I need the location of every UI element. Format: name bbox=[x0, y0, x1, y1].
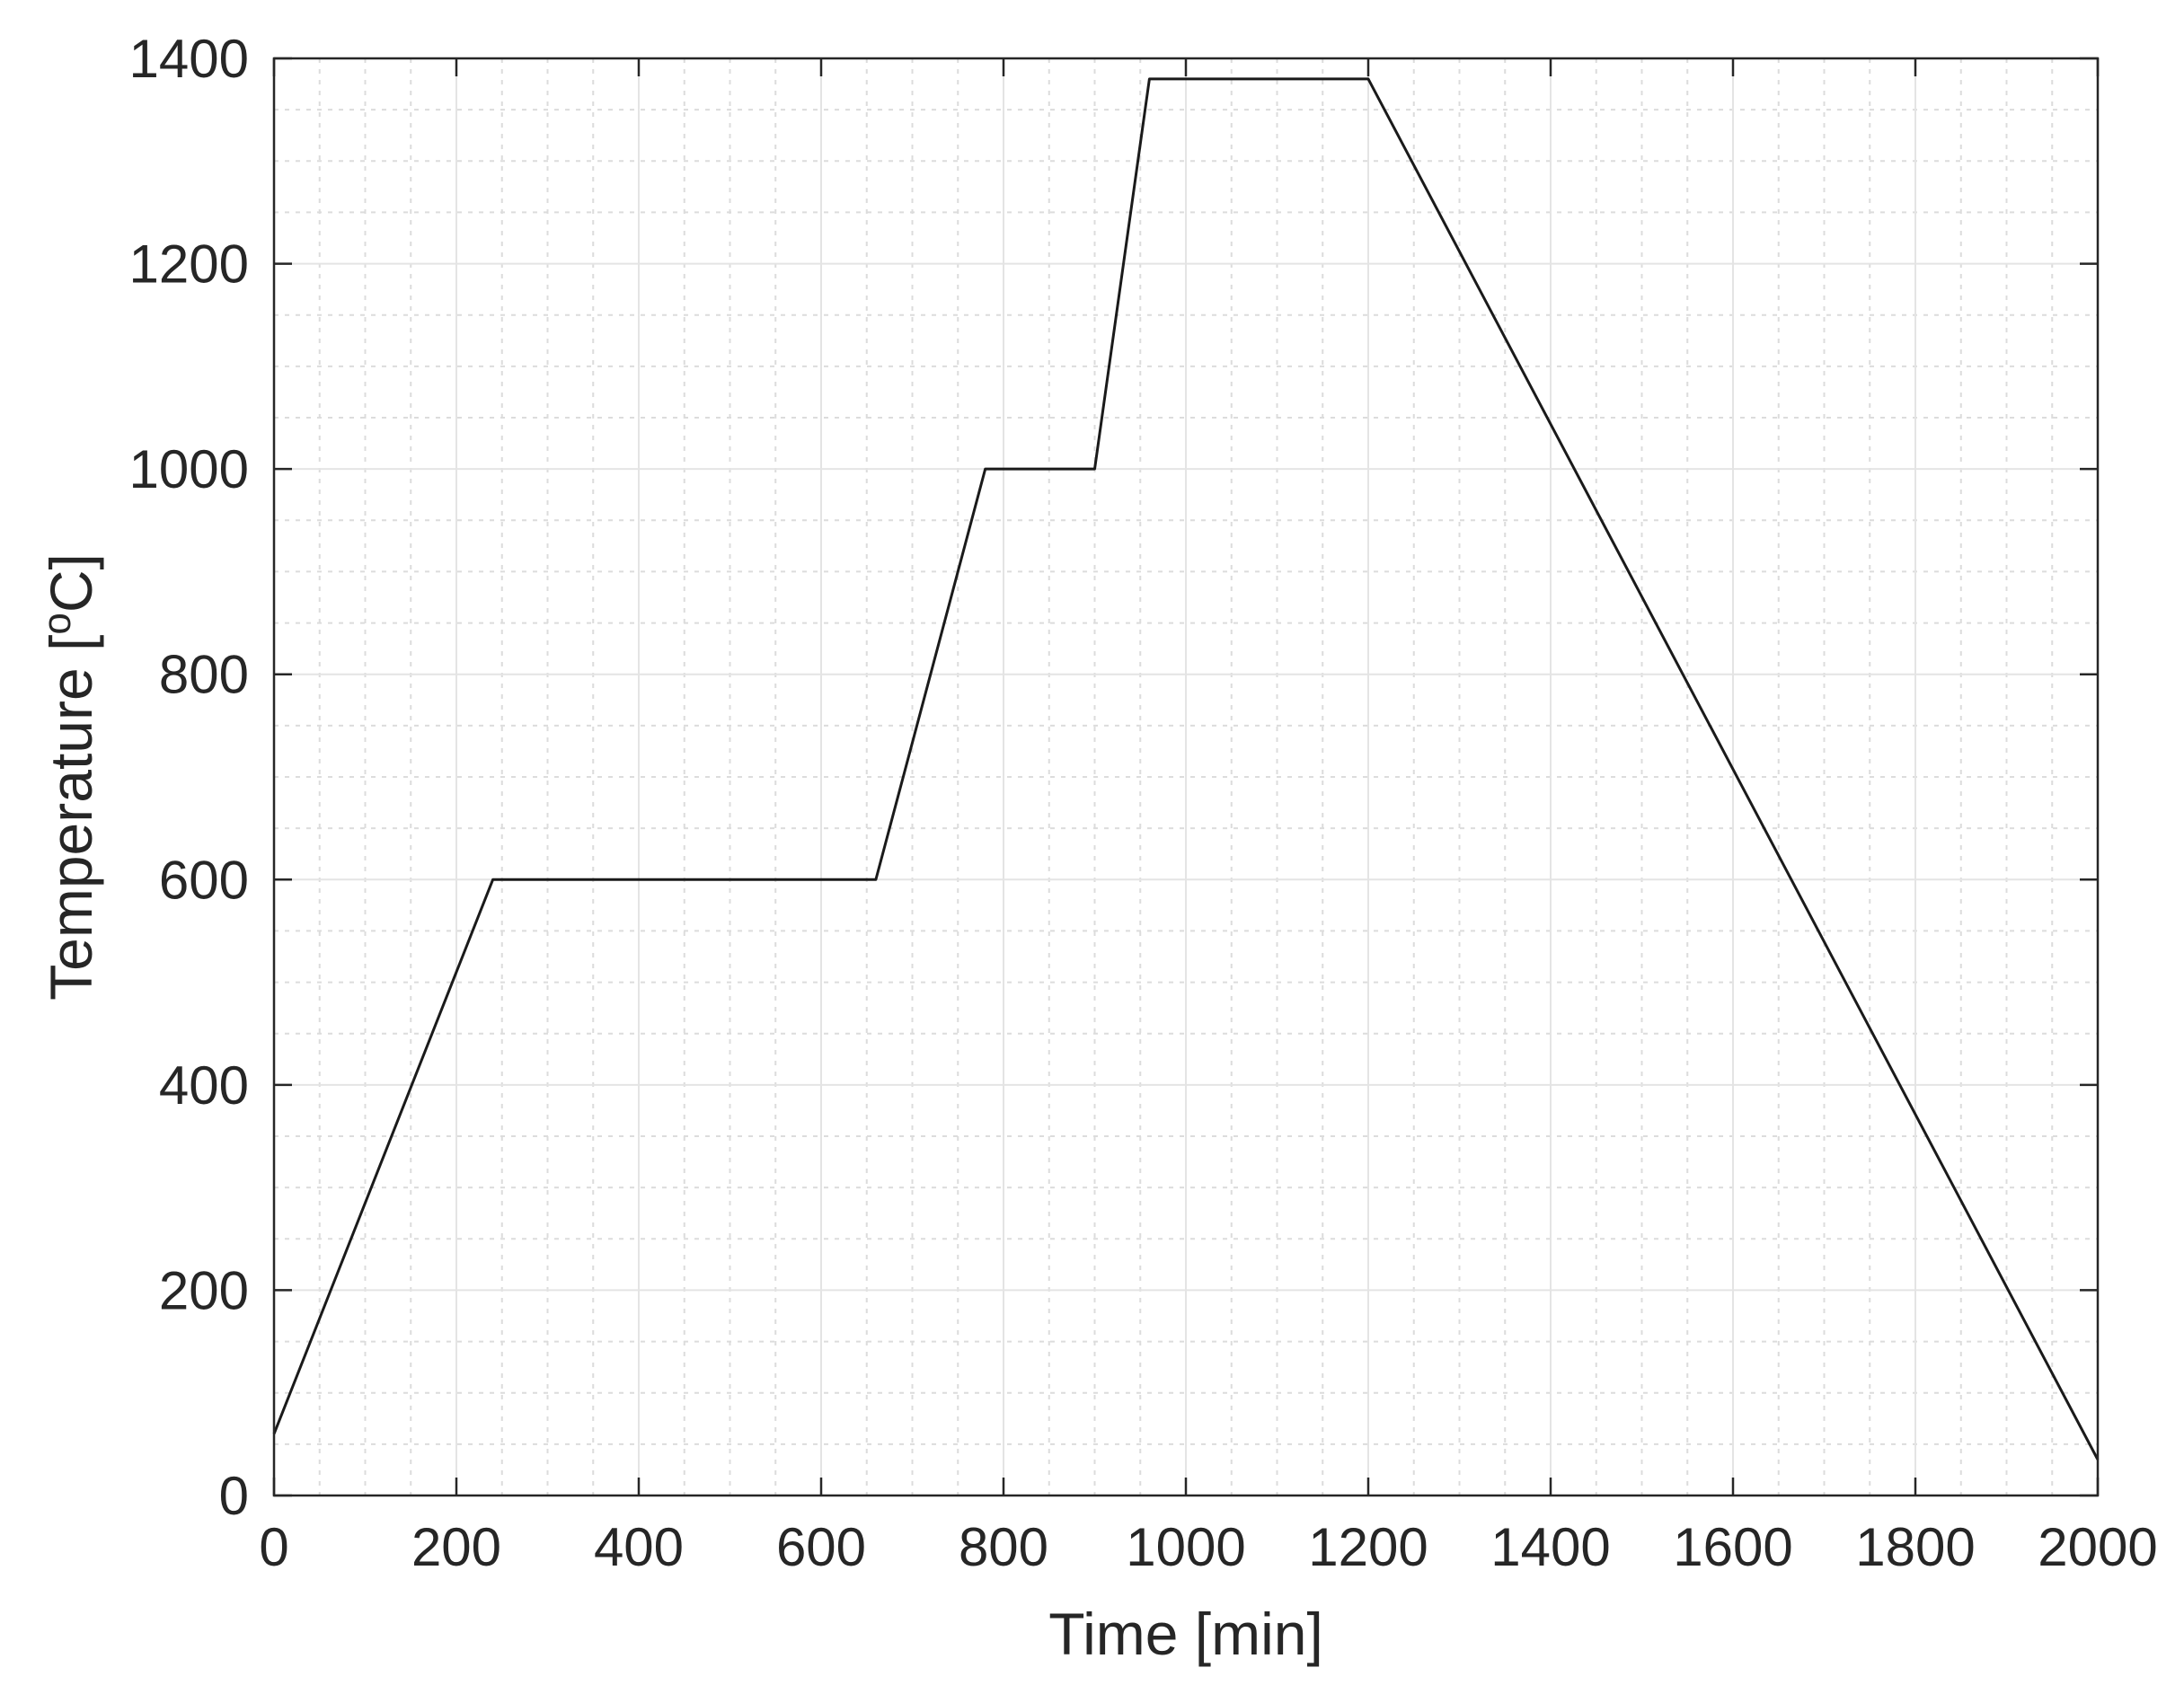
x-tick-label: 600 bbox=[776, 1517, 866, 1577]
y-axis-title-suffix: C] bbox=[38, 553, 104, 613]
x-tick-label: 1200 bbox=[1308, 1517, 1428, 1577]
y-tick-label: 200 bbox=[159, 1260, 249, 1320]
x-tick-label: 1600 bbox=[1673, 1517, 1792, 1577]
y-tick-label: 400 bbox=[159, 1055, 249, 1116]
x-tick-label: 1000 bbox=[1126, 1517, 1245, 1577]
y-tick-label: 800 bbox=[159, 645, 249, 705]
series-layer bbox=[272, 77, 2100, 1460]
y-tick-label: 1000 bbox=[129, 439, 249, 499]
y-axis-title-sup: o bbox=[35, 613, 79, 634]
x-tick-label: 2000 bbox=[2038, 1517, 2157, 1577]
minor-grid bbox=[274, 58, 2098, 1495]
x-tick-label: 0 bbox=[259, 1517, 288, 1577]
tick-marks bbox=[272, 57, 2100, 1497]
y-tick-label: 1200 bbox=[129, 234, 249, 295]
x-tick-label: 800 bbox=[959, 1517, 1048, 1577]
x-tick-label: 200 bbox=[411, 1517, 501, 1577]
series-line bbox=[272, 77, 2100, 1460]
x-tick-labels: 0 200 400 600 800 1000 1200 1400 1600 1800 2000 bbox=[259, 1517, 2157, 1577]
x-axis-title: Time [min] bbox=[1048, 1601, 1323, 1667]
x-tick-label: 400 bbox=[594, 1517, 684, 1577]
y-axis-title-prefix: Temperature [ bbox=[38, 635, 104, 1001]
y-tick-label: 0 bbox=[219, 1466, 249, 1526]
y-axis-title: Temperature [oC] bbox=[35, 553, 104, 1001]
x-tick-label: 1800 bbox=[1855, 1517, 1975, 1577]
y-tick-label: 1400 bbox=[129, 29, 249, 89]
y-tick-label: 600 bbox=[159, 850, 249, 910]
x-tick-label: 1400 bbox=[1490, 1517, 1610, 1577]
y-tick-labels: 0 200 400 600 800 1000 1200 1400 bbox=[129, 29, 249, 1526]
